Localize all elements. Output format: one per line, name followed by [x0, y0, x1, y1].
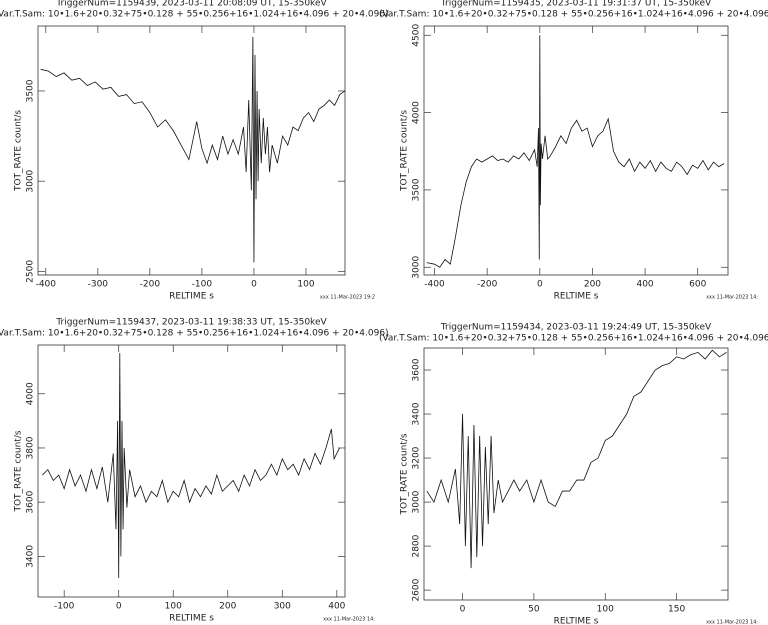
panel-title: TriggerNum=1159434, 2023-03-11 19:24:49 … [440, 323, 712, 333]
panel: TriggerNum=1159439, 2023-03-11 20:08:09 … [0, 0, 389, 302]
footnote: xxx 11-Mar-2023 14: [323, 617, 375, 623]
x-tick-label: 600 [689, 280, 706, 290]
x-axis-label: RELTIME s [554, 292, 599, 302]
y-tick-label: 4000 [26, 382, 36, 405]
plot-frame [423, 25, 729, 276]
light-curve [42, 353, 340, 579]
plot-frame [37, 25, 346, 276]
x-tick-label: 0 [537, 280, 543, 290]
y-tick-label: 3200 [412, 446, 422, 469]
panel-subtitle: (Var.T.Sam: 10•1.6+20•0.32+75•0.128 + 55… [0, 329, 389, 339]
x-tick-label: -300 [88, 280, 109, 290]
y-tick-label: 3500 [26, 79, 36, 102]
plot-frame [37, 344, 346, 598]
y-axis-label: TOT_RATE count/s [400, 110, 410, 192]
y-tick-label: 3600 [412, 358, 422, 381]
y-tick-label: 3000 [26, 169, 36, 192]
y-tick-label: 3400 [412, 402, 422, 425]
x-tick-label: -100 [54, 602, 75, 612]
panel-title: TriggerNum=1159435, 2023-03-11 19:31:37 … [440, 0, 712, 9]
y-tick-label: 3800 [26, 436, 36, 459]
x-tick-label: 0 [116, 602, 122, 612]
footnote: xxx 11-Mar-2023 14: [706, 620, 758, 625]
x-tick-label: -400 [424, 280, 445, 290]
panel-title: TriggerNum=1159437, 2023-03-11 19:38:33 … [55, 318, 327, 328]
light-curve [426, 35, 725, 268]
y-tick-label: 2800 [412, 534, 422, 557]
panel: TriggerNum=1159437, 2023-03-11 19:38:33 … [0, 318, 389, 624]
x-tick-label: 0 [460, 605, 466, 615]
x-tick-label: 400 [328, 602, 345, 612]
x-tick-label: 400 [636, 280, 653, 290]
panel: TriggerNum=1159434, 2023-03-11 19:24:49 … [379, 323, 768, 625]
y-tick-label: 2600 [412, 578, 422, 601]
x-tick-label: 100 [297, 280, 314, 290]
y-axis-label: TOT_RATE count/s [14, 110, 24, 192]
x-tick-label: 200 [584, 280, 601, 290]
panel-subtitle: (Var.T.Sam: 10•1.6+20•0.32+75•0.128 + 55… [379, 334, 768, 344]
x-tick-label: 50 [528, 605, 540, 615]
plot-frame [423, 347, 729, 601]
footnote: xxx 11-Mar-2023 14: [706, 295, 758, 301]
y-tick-label: 3500 [412, 178, 422, 201]
panel-subtitle: (Var.T.Sam: 10•1.6+20•0.32+75•0.128 + 55… [379, 10, 768, 20]
x-tick-label: -200 [477, 280, 498, 290]
y-axis-label: TOT_RATE count/s [14, 430, 24, 512]
y-tick-label: 4500 [412, 24, 422, 47]
x-tick-label: 100 [165, 602, 182, 612]
y-axis-label: TOT_RATE count/s [400, 433, 410, 515]
footnote: xxx 11-Mar-2023 19:2 [320, 295, 375, 301]
x-tick-label: 150 [668, 605, 685, 615]
y-tick-label: 3000 [412, 490, 422, 513]
light-curve [40, 36, 346, 263]
x-tick-label: 300 [274, 602, 291, 612]
x-tick-label: 0 [251, 280, 257, 290]
x-tick-label: -400 [36, 280, 57, 290]
x-axis-label: RELTIME s [169, 614, 214, 624]
panel: TriggerNum=1159435, 2023-03-11 19:31:37 … [379, 0, 768, 302]
x-tick-label: 100 [597, 605, 614, 615]
panel-subtitle: (Var.T.Sam: 10•1.6+20•0.32+75•0.128 + 55… [0, 10, 389, 20]
y-tick-label: 3000 [412, 256, 422, 279]
light-curve [426, 349, 727, 569]
y-tick-label: 4000 [412, 101, 422, 124]
x-axis-label: RELTIME s [169, 292, 214, 302]
y-tick-label: 3600 [26, 490, 36, 513]
x-axis-label: RELTIME s [554, 617, 599, 625]
panel-title: TriggerNum=1159439, 2023-03-11 20:08:09 … [55, 0, 327, 9]
x-tick-label: 200 [219, 602, 236, 612]
x-tick-label: -200 [140, 280, 161, 290]
y-tick-label: 2500 [26, 260, 36, 283]
y-tick-label: 3400 [26, 545, 36, 568]
x-tick-label: -100 [192, 280, 213, 290]
